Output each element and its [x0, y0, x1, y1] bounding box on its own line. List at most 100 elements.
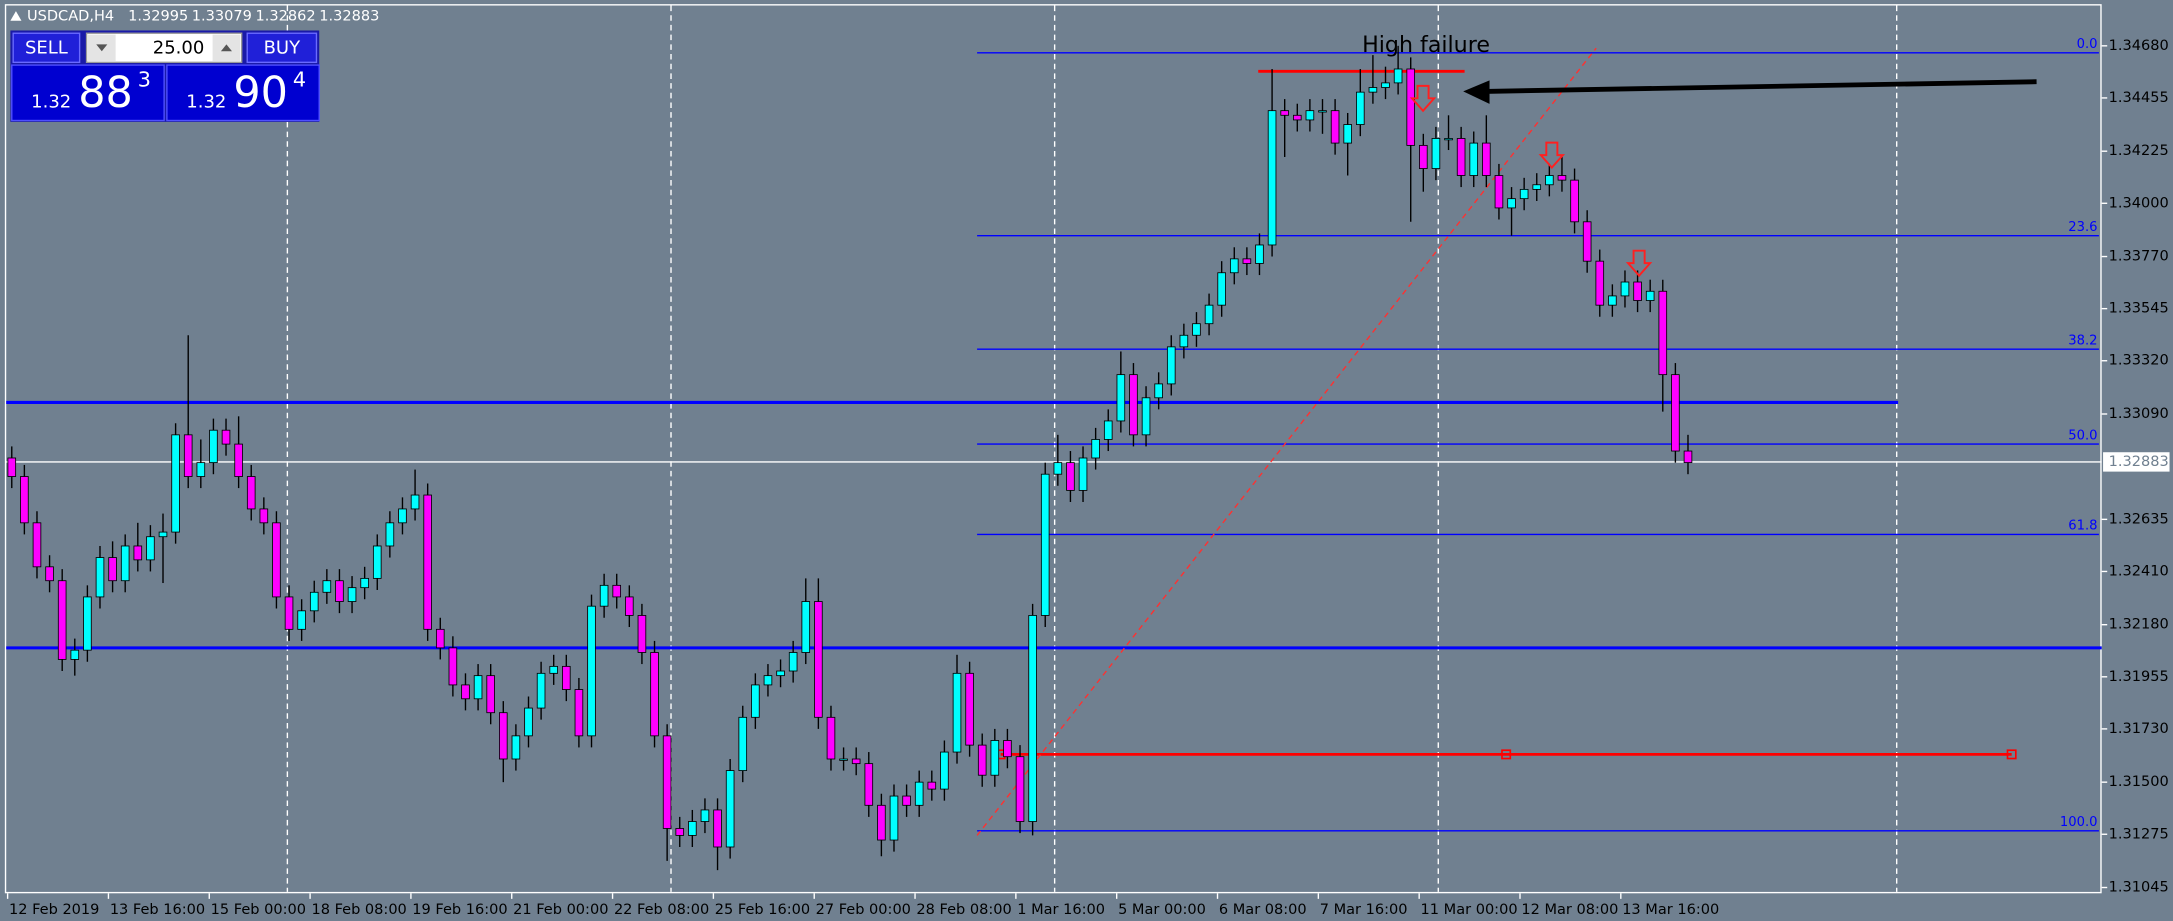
candle-body [1267, 110, 1277, 246]
candle-body [1456, 138, 1466, 176]
candle-body [688, 821, 697, 836]
candle-body [1582, 221, 1592, 262]
candle-body [1633, 281, 1642, 301]
candle-body [776, 670, 785, 677]
down-arrow [1409, 84, 1437, 113]
candle-body [1154, 383, 1163, 399]
sell-button[interactable] [12, 32, 81, 64]
candle-body [70, 649, 80, 660]
candle-body [549, 665, 558, 674]
candle-body [108, 557, 117, 582]
candle-body [1494, 175, 1504, 209]
sell-label[interactable]: SELL [25, 37, 68, 58]
x-tick-label: 22 Feb 08:00 [614, 902, 709, 918]
candle-body [1406, 68, 1416, 146]
candle-body [1192, 323, 1201, 336]
candle-body [1318, 110, 1327, 113]
candle-body [1658, 290, 1668, 376]
ohlc-open: 1.32995 [128, 9, 188, 25]
buy-button[interactable] [246, 32, 318, 64]
candle-body [1532, 184, 1542, 190]
candle-body [1469, 142, 1479, 176]
candle-body [1229, 258, 1239, 274]
candle-body [1519, 188, 1529, 200]
candle-body [637, 615, 647, 653]
candle-body [675, 828, 685, 836]
candle-body [650, 652, 659, 737]
candle-body [461, 684, 470, 700]
candle-body [1570, 179, 1579, 223]
candle-body [1444, 138, 1453, 141]
buy-label[interactable]: BUY [264, 37, 302, 58]
candle-body [511, 735, 521, 760]
x-tick-label: 27 Feb 00:00 [816, 902, 911, 918]
candle-body [385, 522, 395, 547]
candle-body [423, 494, 432, 630]
candle-body [1028, 615, 1037, 822]
candles [7, 45, 1693, 871]
bid-big-figure: 1.32 [31, 91, 71, 112]
candle-body [1683, 450, 1693, 464]
candle-body [877, 804, 886, 841]
candle-body [1545, 175, 1554, 186]
candle-body [788, 652, 798, 672]
candle-body [1381, 82, 1390, 88]
candle-body [435, 628, 445, 649]
candle-body [1419, 144, 1428, 169]
candle-body [599, 584, 609, 607]
arrow-head [1463, 80, 1490, 104]
candle-body [473, 675, 483, 700]
candle-body [410, 494, 420, 510]
candle-body [1204, 304, 1214, 325]
candle-body [246, 476, 256, 510]
y-tick-label: 1.31730 [2109, 721, 2169, 737]
trade-panel: SELL 25.00 BUY 1.32 88 3 1.32 90 4 [10, 30, 320, 122]
lot-value[interactable]: 25.00 [153, 37, 205, 58]
candle-body [625, 596, 634, 616]
y-tick-label: 1.32410 [2109, 563, 2169, 579]
candle-body [133, 545, 143, 561]
candle-body [1091, 439, 1100, 459]
candle-body [700, 809, 710, 822]
bid-box[interactable] [11, 64, 165, 122]
ohlc-close: 1.32883 [319, 9, 379, 25]
last-price-label: 1.32883 [2109, 454, 2169, 470]
y-tick-label: 1.33545 [2109, 301, 2169, 317]
candle-body [1608, 295, 1617, 306]
candle-body [587, 605, 596, 737]
candle-body [448, 647, 458, 686]
candle-body [322, 580, 332, 593]
candle-body [1242, 258, 1252, 264]
candle-body [1217, 272, 1226, 306]
candle-body [1431, 138, 1441, 169]
last-price-tag [2103, 452, 2170, 472]
candle-body [977, 744, 987, 776]
candle-body [196, 462, 206, 477]
candle-body [990, 740, 1000, 776]
candle-body [183, 434, 193, 477]
x-tick-label: 15 Feb 00:00 [211, 902, 306, 918]
candle-body [259, 508, 269, 524]
candle-body [1356, 91, 1365, 125]
down-arrow [1538, 141, 1566, 170]
x-tick-label: 19 Feb 16:00 [412, 902, 507, 918]
candle-body [965, 672, 974, 746]
candle-body [902, 795, 911, 806]
x-tick-label: 12 Feb 2019 [9, 902, 99, 918]
candle-body [662, 735, 672, 829]
ask-fraction: 4 [293, 67, 306, 91]
ask-box[interactable] [166, 64, 320, 122]
candle-body [398, 508, 407, 524]
candle-body [7, 457, 17, 477]
candle-body [498, 712, 508, 760]
candle-body [146, 536, 155, 561]
candle-body [1620, 281, 1630, 297]
axes: 1.34680 1.34455 1.34225 1.34000 1.33770 1.335… [6, 0, 2173, 921]
candle-body [889, 795, 899, 841]
x-tick-label: 13 Feb 16:00 [110, 902, 205, 918]
candle-body [347, 587, 357, 602]
x-tick-label: 7 Mar 16:00 [1320, 902, 1408, 918]
candle-body [1015, 756, 1025, 822]
annotation: High failure [1362, 32, 1490, 58]
